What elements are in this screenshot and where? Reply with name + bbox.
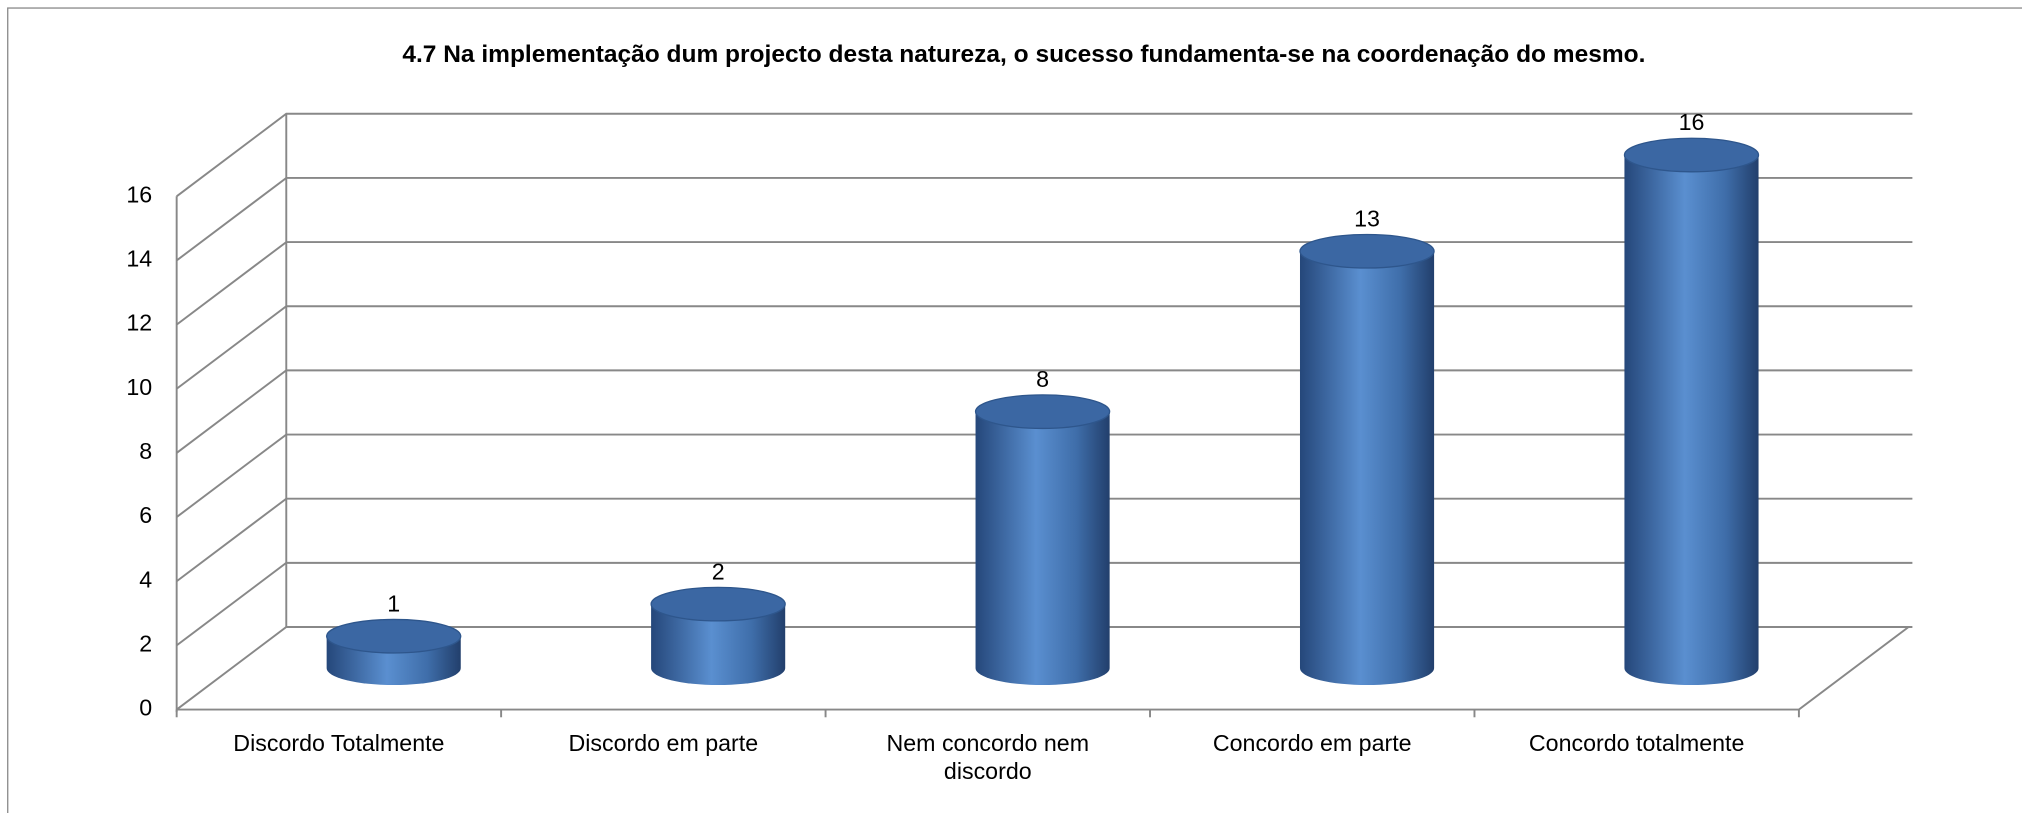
data-label: 1 — [387, 590, 400, 616]
x-tick-label: Discordo Totalmente — [233, 730, 445, 756]
x-label-box: Nem concordo nem discordo — [886, 730, 1090, 785]
x-tick-label: Nem concordo nem discordo — [886, 730, 1090, 785]
data-label: 16 — [1679, 109, 1705, 135]
bar — [651, 604, 786, 686]
x-tick-label: Discordo em parte — [568, 730, 759, 756]
data-label: 8 — [1036, 366, 1049, 392]
y-tick-label: 16 — [126, 181, 152, 207]
bar — [1624, 155, 1759, 686]
x-label-box: Discordo Totalmente — [233, 730, 445, 756]
bar — [1299, 251, 1435, 686]
bar-top — [974, 394, 1111, 430]
bars: 1 2 8 13 16 — [325, 109, 1760, 686]
grid-line — [176, 112, 1913, 198]
x-label-box: Discordo em parte — [568, 730, 759, 756]
y-tick-label: 0 — [139, 695, 152, 721]
x-label-box: Concordo em parte — [1212, 730, 1412, 756]
y-tick-label: 4 — [139, 566, 152, 592]
grid-line — [176, 176, 1913, 262]
y-tick-label: 14 — [126, 246, 152, 272]
y-tick-label: 6 — [139, 502, 152, 528]
x-label-box: Concordo totalmente — [1528, 730, 1745, 756]
bar — [975, 411, 1110, 686]
data-label: 2 — [712, 558, 725, 584]
y-tick-label: 10 — [126, 374, 152, 400]
x-tick-label: Concordo em parte — [1212, 730, 1412, 756]
bar-top — [325, 618, 462, 654]
y-tick-label: 12 — [126, 310, 152, 336]
chart-title: 4.7 Na implementação dum projecto desta … — [402, 41, 1645, 68]
bar-top — [650, 586, 786, 622]
bar-top — [1623, 137, 1760, 173]
data-label: 13 — [1354, 205, 1380, 231]
y-tick-label: 2 — [139, 631, 152, 657]
y-tick-label: 8 — [139, 438, 152, 464]
x-tick-label: Concordo totalmente — [1528, 730, 1745, 756]
bar-top — [1299, 233, 1435, 269]
